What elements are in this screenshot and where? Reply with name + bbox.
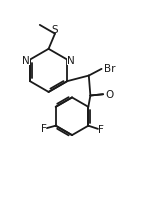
Text: N: N — [22, 55, 30, 65]
Text: N: N — [67, 55, 75, 65]
Text: O: O — [106, 90, 114, 99]
Text: S: S — [52, 24, 58, 34]
Text: F: F — [98, 124, 104, 134]
Text: Br: Br — [104, 63, 115, 73]
Text: F: F — [41, 123, 47, 133]
